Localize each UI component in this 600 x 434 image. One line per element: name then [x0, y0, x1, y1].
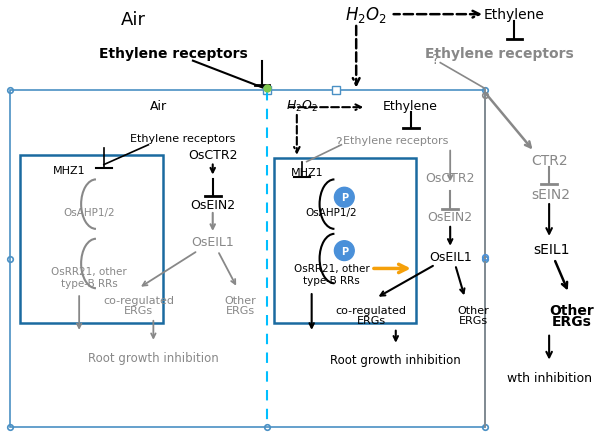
Circle shape — [334, 241, 354, 261]
Text: Other: Other — [457, 305, 489, 315]
Text: Other: Other — [550, 303, 594, 317]
Text: Ethylene receptors: Ethylene receptors — [343, 135, 448, 145]
Text: Ethylene receptors: Ethylene receptors — [99, 46, 248, 61]
Text: OsRR21, other: OsRR21, other — [51, 267, 127, 277]
Text: OsAHP1/2: OsAHP1/2 — [305, 207, 357, 217]
Text: wth inhibition: wth inhibition — [506, 371, 592, 384]
Text: co-regulated: co-regulated — [335, 305, 407, 315]
Text: OsCTR2: OsCTR2 — [425, 171, 475, 184]
Text: ERGs: ERGs — [356, 315, 386, 325]
Text: OsEIL1: OsEIL1 — [429, 250, 472, 263]
Bar — [332, 87, 340, 95]
Text: type-B RRs: type-B RRs — [303, 276, 360, 286]
Bar — [263, 87, 271, 95]
Text: Root growth inhibition: Root growth inhibition — [331, 353, 461, 366]
Text: $H_2O_2$: $H_2O_2$ — [345, 5, 387, 25]
Text: Air: Air — [150, 99, 167, 112]
Text: OsEIN2: OsEIN2 — [190, 198, 235, 211]
Text: CTR2: CTR2 — [531, 153, 568, 167]
Text: ERGs: ERGs — [552, 314, 592, 328]
Text: $H_2O_2$: $H_2O_2$ — [286, 99, 317, 113]
Text: Ethylene: Ethylene — [484, 8, 545, 22]
Text: ERGs: ERGs — [124, 305, 153, 315]
Text: Ethylene: Ethylene — [383, 99, 438, 112]
Text: Ethylene receptors: Ethylene receptors — [130, 134, 236, 144]
Text: P: P — [341, 246, 348, 256]
Text: Air: Air — [121, 11, 146, 29]
Bar — [10, 91, 485, 427]
Text: OsRR21, other: OsRR21, other — [293, 264, 370, 274]
Text: OsAHP1/2: OsAHP1/2 — [63, 207, 115, 217]
Text: sEIN2: sEIN2 — [532, 188, 571, 202]
Text: Ethylene receptors: Ethylene receptors — [425, 46, 574, 61]
Circle shape — [334, 188, 354, 207]
Text: MHZ1: MHZ1 — [290, 168, 323, 178]
Text: MHZ1: MHZ1 — [53, 165, 86, 175]
Text: P: P — [341, 193, 348, 203]
Text: ERGs: ERGs — [226, 305, 255, 315]
Text: OsEIL1: OsEIL1 — [191, 236, 234, 249]
Text: type-B RRs: type-B RRs — [61, 279, 118, 289]
Text: OsCTR2: OsCTR2 — [188, 149, 238, 162]
Text: co-regulated: co-regulated — [103, 296, 174, 306]
Text: Other: Other — [224, 296, 256, 306]
Text: sEIL1: sEIL1 — [533, 242, 569, 256]
Text: Root growth inhibition: Root growth inhibition — [88, 351, 219, 364]
Text: ?: ? — [432, 53, 439, 66]
Text: OsEIN2: OsEIN2 — [428, 211, 473, 224]
Text: ?: ? — [335, 136, 341, 149]
Text: ERGs: ERGs — [458, 315, 488, 325]
